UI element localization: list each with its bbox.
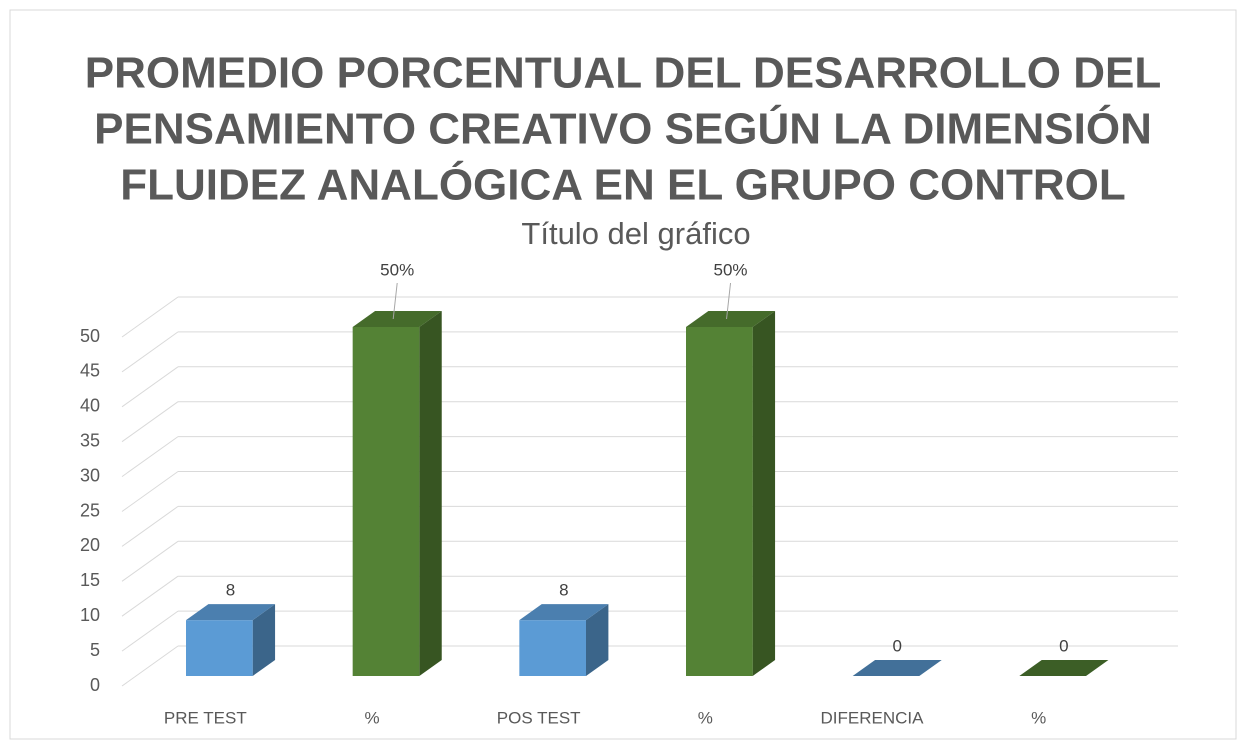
bar-side [752, 311, 776, 676]
grid-line [121, 471, 179, 512]
x-tick-label: PRE TEST [164, 708, 247, 727]
grid-line [121, 610, 179, 652]
x-tick-label: % [1031, 708, 1046, 727]
bar [352, 327, 420, 676]
x-tick-label: DIFERENCIA [821, 708, 925, 727]
grid-line [121, 401, 179, 443]
y-tick-label: 45 [80, 361, 100, 381]
data-label: 8 [559, 581, 568, 600]
bar-top [852, 660, 942, 676]
grid-line [121, 366, 179, 408]
bar-top [1019, 660, 1109, 676]
grid-line [121, 331, 179, 373]
y-tick-label: 30 [80, 465, 100, 485]
data-label: 0 [892, 636, 901, 655]
y-tick-label: 35 [80, 430, 100, 450]
grid-line [121, 505, 179, 547]
grid-line [121, 296, 179, 338]
bar-top [352, 311, 442, 327]
data-label: 8 [226, 581, 235, 600]
bar-top [186, 604, 276, 621]
y-tick-label: 50 [80, 326, 100, 346]
grid-line [121, 645, 179, 687]
bar [686, 327, 753, 676]
bar [186, 620, 253, 676]
y-tick-label: 20 [80, 535, 100, 555]
bar-side [252, 604, 276, 676]
grid-line [121, 575, 179, 617]
bar-side [419, 311, 442, 676]
data-label: 50% [714, 260, 748, 279]
bar [519, 620, 586, 676]
y-tick-label: 5 [90, 640, 100, 660]
x-tick-label: % [364, 708, 379, 727]
grid-line [121, 436, 179, 478]
grid-line [121, 540, 179, 582]
y-tick-label: 15 [80, 570, 100, 590]
bar-top [519, 604, 609, 621]
y-tick-label: 25 [80, 500, 100, 520]
bar-side [586, 604, 609, 676]
chart-title: PENSAMIENTO CREATIVO SEGÚN LA DIMENSIÓN [94, 104, 1152, 154]
chart-title: PROMEDIO PORCENTUAL DEL DESARROLLO DEL [85, 49, 1161, 98]
chart-title: FLUIDEZ ANALÓGICA EN EL GRUPO CONTROL [120, 160, 1125, 210]
data-label: 50% [380, 260, 414, 279]
y-tick-label: 10 [80, 605, 100, 625]
bar-top [686, 311, 776, 327]
x-tick-label: POS TEST [497, 708, 581, 727]
data-label: 0 [1059, 636, 1068, 655]
chart-subtitle: Título del gráfico [521, 216, 750, 251]
y-tick-label: 40 [80, 396, 100, 416]
x-tick-label: % [698, 708, 713, 727]
leader-line [392, 282, 398, 320]
y-tick-label: 0 [90, 675, 100, 695]
leader-line [726, 282, 732, 320]
